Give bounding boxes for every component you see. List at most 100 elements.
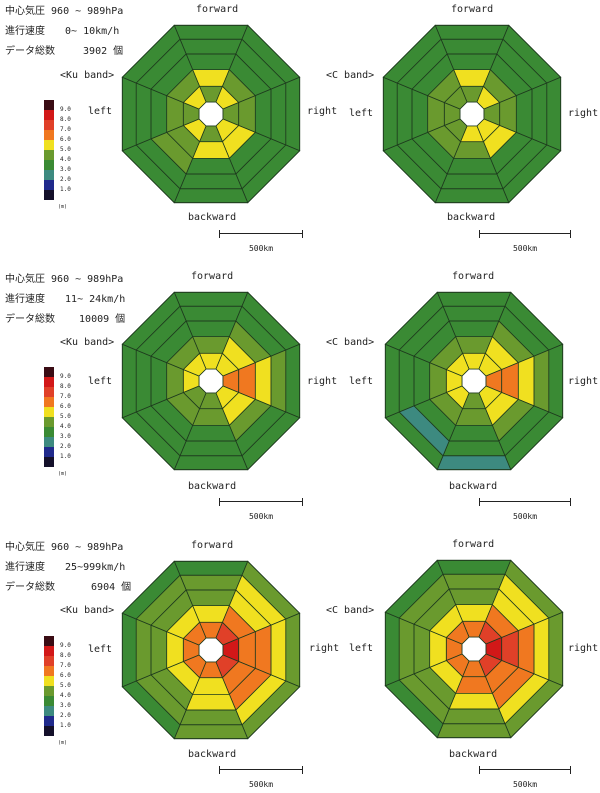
heatmap-cell-r4-s0 bbox=[442, 573, 506, 590]
legend-label: 9.0 bbox=[60, 106, 71, 113]
heatmap-cell-r4-s0 bbox=[442, 305, 506, 322]
legend-swatch bbox=[44, 130, 54, 140]
c-band-label: <C band> bbox=[326, 70, 375, 81]
legend-label: 5.0 bbox=[60, 682, 71, 689]
heatmap-cell-r3-s4 bbox=[448, 692, 500, 710]
heatmap-cell-r5-s6 bbox=[121, 612, 137, 688]
heatmap-cell-r5-s0 bbox=[173, 24, 249, 40]
heatmap-cell-r3-s2 bbox=[254, 88, 272, 140]
ku-band-label: <Ku band> bbox=[60, 337, 115, 348]
legend-label: 8.0 bbox=[60, 383, 71, 390]
legend-label: 7.0 bbox=[60, 126, 71, 133]
forward-label: forward bbox=[452, 539, 495, 550]
heatmap-cell-r3-s0 bbox=[446, 53, 498, 71]
heatmap-cell-r5-s0 bbox=[173, 560, 249, 576]
legend-swatch bbox=[44, 160, 54, 170]
legend-swatch bbox=[44, 190, 54, 200]
legend-label: 3.0 bbox=[60, 702, 71, 709]
group1-speed: 進行速度 0~ 10km/h bbox=[5, 26, 120, 37]
legend-label: 1.0 bbox=[60, 453, 71, 460]
heatmap-cell-r3-s0 bbox=[185, 589, 237, 607]
heatmap-cell-r4-s6 bbox=[135, 82, 152, 146]
legend-swatch bbox=[44, 686, 54, 696]
heatmap-cell-r4-s4 bbox=[179, 709, 243, 726]
heatmap-cell-r3-s6 bbox=[150, 624, 168, 676]
legend-unit: (m) bbox=[58, 740, 68, 746]
heatmap-cell-r5-s4 bbox=[173, 188, 249, 204]
c-band-label: <C band> bbox=[326, 605, 375, 616]
heatmap-cell-r5-s2 bbox=[285, 612, 301, 688]
legend-label: 8.0 bbox=[60, 116, 71, 123]
scale-label: 500km bbox=[512, 512, 538, 521]
backward-label: backward bbox=[447, 212, 496, 223]
heatmap-cell-r3-s2 bbox=[254, 355, 272, 407]
legend-swatch bbox=[44, 646, 54, 656]
group3-pressure: 中心気圧 960 ~ 989hPa bbox=[5, 542, 124, 553]
backward-label: backward bbox=[188, 749, 237, 760]
heatmap-cell-r3-s0 bbox=[448, 320, 500, 338]
scale-bar: 500km bbox=[219, 230, 303, 253]
legend-label: 7.0 bbox=[60, 393, 71, 400]
legend-swatch bbox=[44, 377, 54, 387]
heatmap-cell-r5-s6 bbox=[382, 76, 398, 152]
heatmap-cell-r5-s0 bbox=[173, 291, 249, 307]
legend-swatch bbox=[44, 427, 54, 437]
legend-swatch bbox=[44, 100, 54, 110]
legend-label: 6.0 bbox=[60, 136, 71, 143]
forward-label: forward bbox=[191, 271, 234, 282]
heatmap-cell-r4-s4 bbox=[440, 173, 504, 190]
legend-swatch bbox=[44, 170, 54, 180]
legend-label: 4.0 bbox=[60, 423, 71, 430]
legend-swatch bbox=[44, 716, 54, 726]
left-label: left bbox=[88, 376, 113, 387]
c-band-chart-high-speed bbox=[384, 559, 564, 739]
scale-label: 500km bbox=[512, 244, 538, 253]
scale-label: 500km bbox=[248, 244, 274, 253]
legend-label: 4.0 bbox=[60, 692, 71, 699]
heatmap-cell-r5-s4 bbox=[436, 455, 512, 471]
heatmap-cell-r5-s6 bbox=[121, 343, 137, 419]
legend-unit: (m) bbox=[58, 204, 68, 210]
left-label: left bbox=[349, 376, 374, 387]
group3-speed: 進行速度 25~999km/h bbox=[5, 562, 126, 573]
legend-swatch bbox=[44, 457, 54, 467]
backward-label: backward bbox=[449, 749, 498, 760]
heatmap-cell-r3-s4 bbox=[446, 157, 498, 175]
heatmap-cell-r5-s6 bbox=[121, 76, 137, 152]
heatmap-cell-r3-s2 bbox=[517, 355, 535, 407]
legend-label: 8.0 bbox=[60, 652, 71, 659]
heatmap-cell-r3-s4 bbox=[448, 424, 500, 442]
legend-label: 1.0 bbox=[60, 722, 71, 729]
left-label: left bbox=[88, 644, 113, 655]
legend-label: 3.0 bbox=[60, 166, 71, 173]
legend-swatch bbox=[44, 676, 54, 686]
heatmap-cell-r5-s4 bbox=[173, 724, 249, 740]
heatmap-cell-r3-s6 bbox=[150, 88, 168, 140]
heatmap-cell-r5-s6 bbox=[384, 611, 400, 687]
heatmap-cell-r3-s2 bbox=[254, 624, 272, 676]
c-band-chart-mid-speed bbox=[384, 291, 564, 471]
heatmap-cell-r4-s2 bbox=[533, 349, 550, 413]
legend-label: 1.0 bbox=[60, 186, 71, 193]
legend-label: 6.0 bbox=[60, 403, 71, 410]
legend-label: 2.0 bbox=[60, 443, 71, 450]
heatmap-cell-r5-s6 bbox=[384, 343, 400, 419]
legend-swatch bbox=[44, 150, 54, 160]
heatmap-cell-r5-s0 bbox=[436, 559, 512, 575]
legend-label: 9.0 bbox=[60, 373, 71, 380]
right-label: right bbox=[309, 643, 340, 654]
heatmap-cell-r4-s6 bbox=[398, 349, 415, 413]
legend-swatch bbox=[44, 636, 54, 646]
legend-label: 2.0 bbox=[60, 176, 71, 183]
legend-label: 5.0 bbox=[60, 413, 71, 420]
ku-band-chart-low-speed bbox=[121, 24, 301, 204]
heatmap-cell-r4-s6 bbox=[398, 617, 415, 681]
heatmap-cell-r5-s2 bbox=[548, 611, 564, 687]
heatmap-cell-r3-s6 bbox=[411, 88, 429, 140]
ku-band-label: <Ku band> bbox=[60, 605, 115, 616]
left-label: left bbox=[349, 643, 374, 654]
legend-swatch bbox=[44, 696, 54, 706]
heatmap-cell-r3-s6 bbox=[413, 623, 431, 675]
heatmap-cell-r3-s2 bbox=[515, 88, 533, 140]
heatmap-cell-r4-s0 bbox=[179, 38, 243, 55]
